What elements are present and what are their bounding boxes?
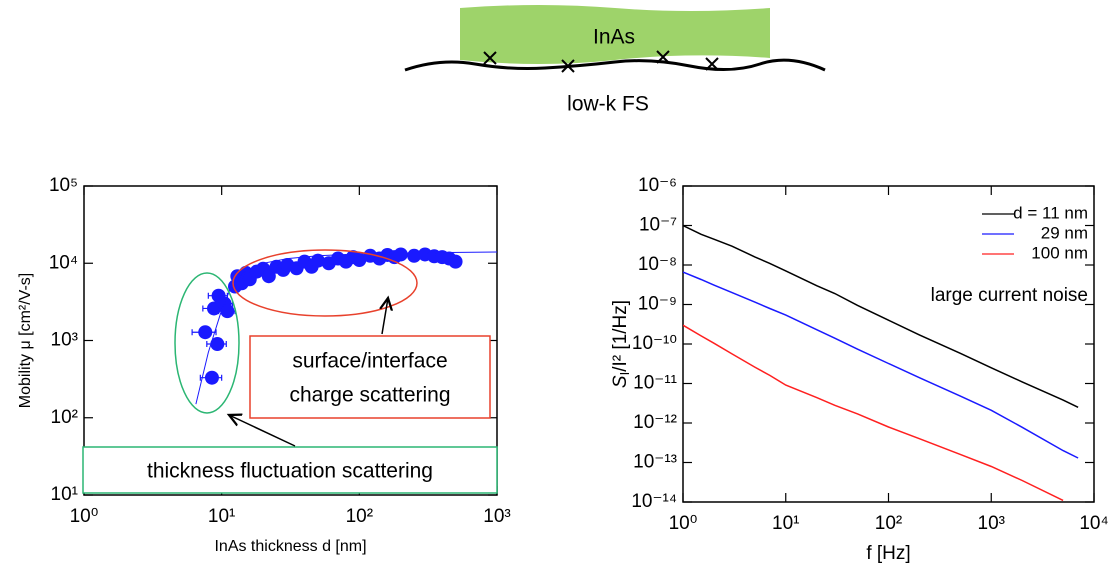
highlight-ellipse bbox=[232, 249, 418, 317]
noise-line bbox=[683, 271, 1079, 459]
y-axis-label-part: [1/Hz] bbox=[610, 300, 631, 355]
diagram: InAs low-k FS bbox=[404, 5, 826, 116]
annotation-box bbox=[249, 335, 491, 419]
arrow bbox=[229, 415, 296, 447]
inas-layer bbox=[460, 5, 770, 64]
x-axis-label: InAs thickness d [nm] bbox=[214, 538, 366, 555]
highlight-ellipse bbox=[174, 272, 240, 414]
substrate-label: low-k FS bbox=[567, 93, 649, 116]
y-tick-label: 10⁴ bbox=[49, 252, 78, 273]
x-tick-label: 10⁴ bbox=[1079, 513, 1108, 534]
y-tick-label: 10⁻¹² bbox=[633, 412, 677, 433]
legend-label: d = 11 nm bbox=[1013, 203, 1088, 222]
y-tick-label: 10⁻¹¹ bbox=[633, 373, 677, 394]
x-tick-label: 10⁰ bbox=[669, 513, 698, 534]
plot-area bbox=[191, 247, 497, 405]
data-point bbox=[448, 254, 463, 269]
y-tick-label: 10¹ bbox=[51, 484, 78, 505]
data-point bbox=[310, 253, 325, 268]
x-tick-label: 10³ bbox=[978, 513, 1005, 534]
annotation-text: thickness fluctuation scattering bbox=[147, 460, 433, 483]
legend-label: 29 nm bbox=[1041, 223, 1088, 242]
annotation-text: charge scattering bbox=[289, 384, 450, 407]
y-tick-label: 10⁻¹⁴ bbox=[631, 491, 677, 512]
x-tick-label: 10³ bbox=[483, 506, 510, 527]
y-tick-label: 10⁻⁸ bbox=[638, 254, 677, 275]
data-point bbox=[407, 248, 422, 263]
y-tick-label: 10⁵ bbox=[49, 175, 78, 196]
x-tick-label: 10¹ bbox=[208, 506, 235, 527]
x-tick-label: 10¹ bbox=[772, 513, 799, 534]
y-tick-label: 10² bbox=[51, 407, 78, 428]
layer-label: InAs bbox=[593, 26, 635, 49]
interface-line bbox=[404, 58, 826, 72]
data-point bbox=[220, 304, 235, 319]
fit-line bbox=[195, 251, 497, 405]
y-tick-label: 10⁻⁷ bbox=[639, 215, 677, 236]
y-tick-label: 10⁻¹⁰ bbox=[632, 333, 677, 354]
plot-frame bbox=[682, 185, 1095, 503]
annotation-text: large current noise bbox=[931, 285, 1088, 306]
y-axis-label-part: /I² bbox=[610, 355, 631, 372]
y-axis-label: SI/I² [1/Hz] bbox=[610, 300, 632, 388]
y-axis-label-part: S bbox=[610, 375, 631, 388]
defect-marks bbox=[483, 50, 719, 73]
data-point bbox=[261, 269, 276, 284]
data-point bbox=[204, 370, 219, 385]
noise-line bbox=[683, 324, 1064, 502]
x-axis-label: f [Hz] bbox=[866, 543, 910, 564]
y-tick-label: 10⁻⁹ bbox=[638, 294, 677, 315]
y-tick-label: 10³ bbox=[51, 330, 78, 351]
annotation-box bbox=[82, 446, 498, 494]
x-tick-label: 10² bbox=[875, 513, 902, 534]
data-point bbox=[207, 301, 222, 316]
annotation-text: surface/interface bbox=[292, 350, 447, 373]
plot-area bbox=[683, 224, 1079, 502]
data-point bbox=[198, 325, 213, 340]
legend-label: 100 nm bbox=[1031, 243, 1088, 262]
y-tick-label: 10⁻⁶ bbox=[638, 175, 677, 196]
arrow bbox=[382, 298, 388, 335]
y-axis-label-part: I bbox=[617, 372, 632, 376]
data-point bbox=[352, 253, 367, 268]
data-point bbox=[393, 247, 408, 262]
data-point bbox=[210, 337, 225, 352]
y-tick-label: 10⁻¹³ bbox=[633, 452, 677, 473]
noise-line bbox=[683, 224, 1079, 408]
x-tick-label: 10² bbox=[346, 506, 373, 527]
x-tick-label: 10⁰ bbox=[70, 506, 99, 527]
y-axis-label: Mobility μ [cm²/V-s] bbox=[17, 273, 34, 408]
